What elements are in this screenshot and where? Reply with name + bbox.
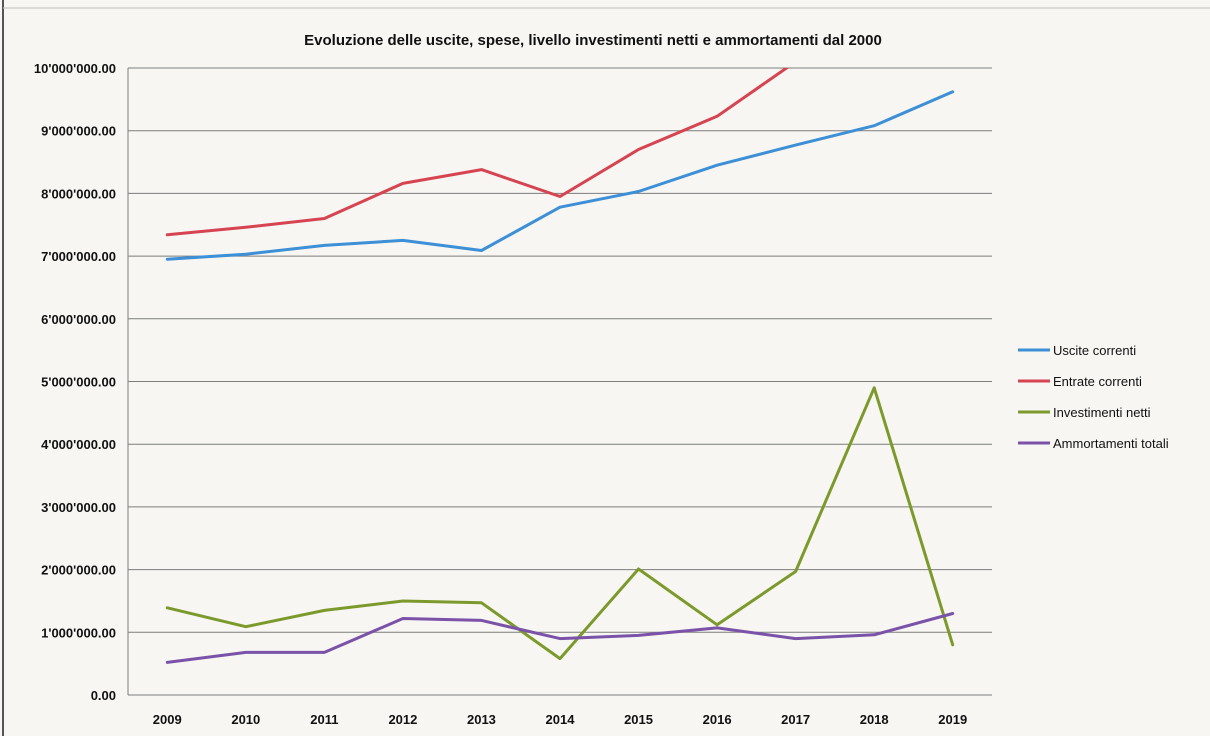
y-axis-tick-labels: 0.00 1'000'000.00 2'000'000.00 3'000'000.00…	[34, 61, 116, 703]
y-tick-label: 5'000'000.00	[41, 375, 116, 390]
y-tick-label: 2'000'000.00	[41, 563, 116, 578]
x-tick-label: 2010	[231, 712, 260, 727]
x-tick-label: 2014	[546, 712, 576, 727]
y-tick-label: 1'000'000.00	[41, 625, 116, 640]
x-tick-label: 2018	[860, 712, 889, 727]
x-tick-label: 2016	[703, 712, 732, 727]
series-line-4	[165, 612, 955, 664]
x-tick-label: 2017	[781, 712, 810, 727]
y-tick-label: 8'000'000.00	[41, 186, 116, 201]
x-tick-label: 2011	[310, 712, 338, 727]
series-line-2	[165, 68, 790, 237]
x-axis-tick-labels: 2009 2010 2011 2012 2013 2014 2015 2016 2017 2018…	[153, 712, 967, 727]
x-tick-label: 2019	[938, 712, 967, 727]
y-tick-label: 3'000'000.00	[41, 500, 116, 515]
legend: Uscite correnti Entrate correnti Investime…	[1018, 343, 1169, 451]
chart-title: Evoluzione delle uscite, spese, livello …	[304, 32, 882, 49]
y-tick-label: 6'000'000.00	[41, 312, 116, 327]
series-lines	[165, 68, 955, 664]
legend-label: Investimenti netti	[1053, 405, 1151, 420]
legend-label: Ammortamenti totali	[1053, 436, 1169, 451]
y-tick-label: 4'000'000.00	[41, 437, 116, 452]
x-tick-label: 2009	[153, 712, 182, 727]
series-line-3	[165, 386, 955, 661]
legend-label: Entrate correnti	[1053, 374, 1142, 389]
y-tick-label: 0.00	[91, 688, 116, 703]
gridlines	[127, 67, 992, 696]
x-tick-label: 2012	[388, 712, 417, 727]
legend-label: Uscite correnti	[1053, 343, 1136, 358]
y-tick-label: 9'000'000.00	[41, 124, 116, 139]
y-tick-label: 7'000'000.00	[41, 249, 116, 264]
series-line-1	[165, 90, 955, 261]
y-tick-label: 10'000'000.00	[34, 61, 116, 76]
x-tick-label: 2013	[467, 712, 496, 727]
x-tick-label: 2015	[624, 712, 653, 727]
